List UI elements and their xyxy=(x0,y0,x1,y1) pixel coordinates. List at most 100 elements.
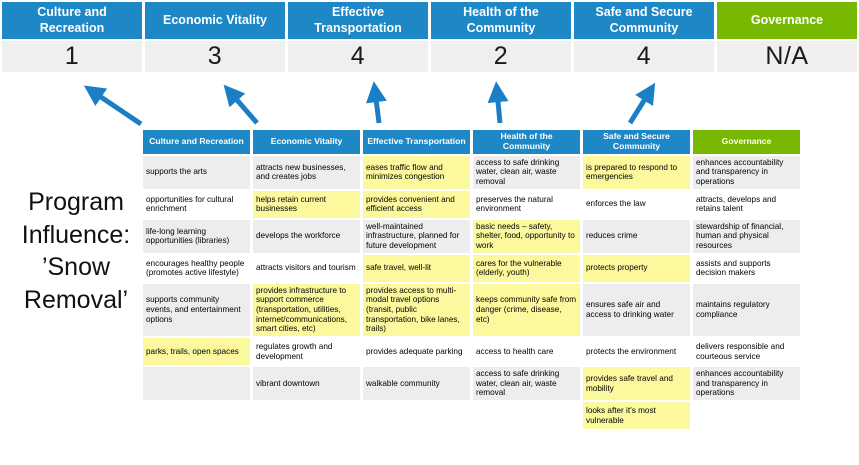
matrix-row: parks, trails, open spaces regulates grow… xyxy=(143,338,800,366)
matrix-cell: attracts visitors and tourism xyxy=(253,254,360,282)
matrix-cell xyxy=(143,367,250,401)
matrix-cell-text: parks, trails, open spaces xyxy=(146,346,239,356)
matrix-cell: supports the arts xyxy=(143,155,250,189)
matrix-cell-text: is prepared to respond to emergencies xyxy=(586,162,678,182)
matrix-row: supports community events, and entertain… xyxy=(143,283,800,337)
matrix-header-culture: Culture and Recreation xyxy=(143,130,250,154)
matrix-cell-text: attracts new businesses, and creates job… xyxy=(256,162,346,182)
matrix-cell: parks, trails, open spaces xyxy=(143,338,250,366)
matrix-header-row: Culture and Recreation Economic Vitality… xyxy=(143,130,800,154)
score-health: 2 xyxy=(431,41,571,72)
matrix-cell: attracts new businesses, and creates job… xyxy=(253,155,360,189)
matrix-cell: develops the workforce xyxy=(253,219,360,253)
category-header-safety: Safe and Secure Community xyxy=(574,2,714,39)
matrix-cell-text: ensures safe air and access to drinking … xyxy=(586,300,674,319)
matrix-cell-text: provides adequate parking xyxy=(366,346,463,356)
matrix-cell xyxy=(253,402,360,430)
matrix-cell: enhances accountability and transparency… xyxy=(693,367,800,401)
matrix-cell-text: well-maintained infrastructure, planned … xyxy=(366,221,460,251)
benefit-matrix: Culture and Recreation Economic Vitality… xyxy=(143,130,800,431)
matrix-cell-text: develops the workforce xyxy=(256,231,341,241)
matrix-cell-text: provides convenient and efficient access xyxy=(366,194,455,214)
score-economic: 3 xyxy=(145,41,285,72)
matrix-cell: access to safe drinking water, clean air… xyxy=(473,155,580,189)
matrix-cell: vibrant downtown xyxy=(253,367,360,401)
matrix-cell-text: protects property xyxy=(586,263,648,273)
score-row: 1 3 4 2 4 N/A xyxy=(2,41,857,72)
matrix-cell: maintains regulatory compliance xyxy=(693,283,800,337)
matrix-cell: delivers responsible and courteous servi… xyxy=(693,338,800,366)
matrix-cell: assists and supports decision makers xyxy=(693,254,800,282)
matrix-cell: enforces the law xyxy=(583,190,690,218)
matrix-cell-text: access to health care xyxy=(476,346,554,356)
matrix-row: vibrant downtown walkable community access… xyxy=(143,367,800,401)
matrix-cell: provides infrastructure to support comme… xyxy=(253,283,360,337)
matrix-cell-text: provides access to multi-modal travel op… xyxy=(366,285,460,334)
matrix-cell-text: access to safe drinking water, clean air… xyxy=(476,369,560,398)
matrix-cell: basic needs – safety, shelter, food, opp… xyxy=(473,219,580,253)
score-safety: 4 xyxy=(574,41,714,72)
matrix-header-economic: Economic Vitality xyxy=(253,130,360,154)
matrix-cell-text: stewardship of financial, human and phys… xyxy=(696,221,784,251)
score-transportation: 4 xyxy=(288,41,428,72)
category-header-health: Health of the Community xyxy=(431,2,571,39)
matrix-row: opportunities for cultural enrichment hel… xyxy=(143,190,800,218)
matrix-cell-text: helps retain current businesses xyxy=(256,194,327,214)
category-header-transportation: Effective Transportation xyxy=(288,2,428,39)
matrix-cell: safe travel, well-lit xyxy=(363,254,470,282)
matrix-cell-text: enforces the law xyxy=(586,199,646,209)
matrix-cell-text: safe travel, well-lit xyxy=(366,263,432,273)
matrix-cell-text: access to safe drinking water, clean air… xyxy=(476,157,560,187)
matrix-cell: well-maintained infrastructure, planned … xyxy=(363,219,470,253)
matrix-cell-text: opportunities for cultural enrichment xyxy=(146,194,234,214)
matrix-cell xyxy=(473,402,580,430)
matrix-cell: protects the environment xyxy=(583,338,690,366)
category-header-economic: Economic Vitality xyxy=(145,2,285,39)
matrix-cell: preserves the natural environment xyxy=(473,190,580,218)
matrix-row: life-long learning opportunities (librar… xyxy=(143,219,800,253)
matrix-row: supports the arts attracts new businesses… xyxy=(143,155,800,189)
matrix-cell: attracts, develops and retains talent xyxy=(693,190,800,218)
matrix-cell: opportunities for cultural enrichment xyxy=(143,190,250,218)
matrix-cell-text: encourages healthy people (promotes acti… xyxy=(146,258,245,278)
matrix-header-health: Health of the Community xyxy=(473,130,580,154)
matrix-cell-text: life-long learning opportunities (librar… xyxy=(146,226,230,246)
matrix-cell: provides adequate parking xyxy=(363,338,470,366)
matrix-cell-text: enhances accountability and transparency… xyxy=(696,157,784,187)
matrix-cell: reduces crime xyxy=(583,219,690,253)
up-arrow-icon xyxy=(487,81,509,124)
matrix-cell-text: looks after it's most vulnerable xyxy=(586,405,656,425)
matrix-cell-text: cares for the vulnerable (elderly, youth… xyxy=(476,258,562,278)
matrix-cell: enhances accountability and transparency… xyxy=(693,155,800,189)
matrix-cell xyxy=(693,402,800,430)
matrix-header-governance: Governance xyxy=(693,130,800,154)
matrix-cell: stewardship of financial, human and phys… xyxy=(693,219,800,253)
matrix-cell: provides access to multi-modal travel op… xyxy=(363,283,470,337)
matrix-cell-text: regulates growth and development xyxy=(256,341,333,361)
matrix-row: looks after it's most vulnerable xyxy=(143,402,800,430)
up-arrow-icon xyxy=(365,81,387,124)
matrix-cell-text: provides infrastructure to support comme… xyxy=(256,285,348,334)
matrix-cell-text: reduces crime xyxy=(586,231,638,241)
matrix-cell: eases traffic flow and minimizes congest… xyxy=(363,155,470,189)
matrix-cell-text: supports the arts xyxy=(146,167,207,177)
matrix-cell: protects property xyxy=(583,254,690,282)
matrix-cell: life-long learning opportunities (librar… xyxy=(143,219,250,253)
matrix-cell-text: provides safe travel and mobility xyxy=(586,373,673,393)
matrix-cell-text: attracts, develops and retains talent xyxy=(696,194,777,214)
matrix-cell-text: assists and supports decision makers xyxy=(696,258,771,278)
matrix-cell: is prepared to respond to emergencies xyxy=(583,155,690,189)
matrix-cell xyxy=(363,402,470,430)
matrix-cell: helps retain current businesses xyxy=(253,190,360,218)
category-header-culture: Culture and Recreation xyxy=(2,2,142,39)
matrix-body: supports the arts attracts new businesses… xyxy=(143,155,800,430)
matrix-cell-text: preserves the natural environment xyxy=(476,194,553,214)
matrix-cell-text: protects the environment xyxy=(586,346,677,356)
matrix-cell-text: walkable community xyxy=(366,378,440,388)
matrix-cell: ensures safe air and access to drinking … xyxy=(583,283,690,337)
matrix-row: encourages healthy people (promotes acti… xyxy=(143,254,800,282)
category-banner: Culture and Recreation Economic Vitality… xyxy=(2,2,857,39)
matrix-cell: regulates growth and development xyxy=(253,338,360,366)
matrix-cell: provides safe travel and mobility xyxy=(583,367,690,401)
